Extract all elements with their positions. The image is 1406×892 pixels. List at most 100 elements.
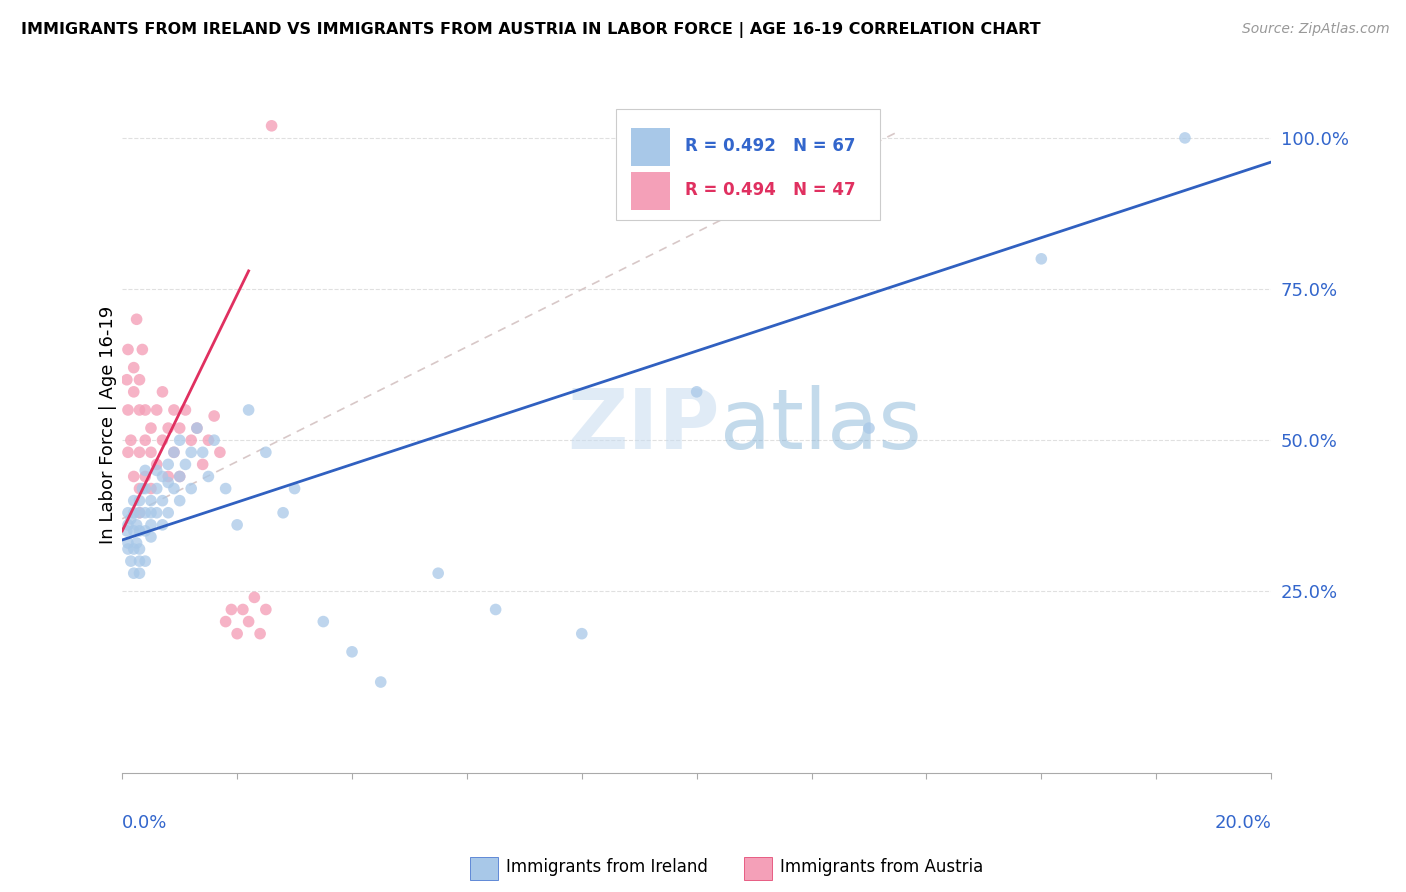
Text: Source: ZipAtlas.com: Source: ZipAtlas.com: [1241, 22, 1389, 37]
Point: [122, 542, 145, 557]
Point: [202, 433, 225, 447]
Point: [128, 403, 150, 417]
Point: [128, 542, 150, 557]
Point: [214, 615, 236, 629]
Point: [191, 445, 214, 459]
Point: [139, 506, 162, 520]
Point: [197, 469, 219, 483]
Point: [157, 458, 180, 472]
Point: [139, 517, 162, 532]
Point: [214, 482, 236, 496]
Point: [238, 615, 260, 629]
Point: [686, 384, 709, 399]
Point: [370, 675, 392, 690]
Point: [226, 626, 249, 640]
Point: [139, 421, 162, 435]
Text: Immigrants from Austria: Immigrants from Austria: [780, 858, 984, 876]
Y-axis label: In Labor Force | Age 16-19: In Labor Force | Age 16-19: [100, 306, 117, 544]
Point: [125, 517, 148, 532]
Point: [208, 445, 231, 459]
Point: [145, 506, 167, 520]
Point: [145, 403, 167, 417]
Point: [134, 469, 156, 483]
Point: [122, 360, 145, 375]
Point: [169, 493, 191, 508]
Point: [128, 506, 150, 520]
Point: [312, 615, 335, 629]
Point: [180, 445, 202, 459]
Point: [157, 421, 180, 435]
Point: [238, 403, 260, 417]
Point: [145, 463, 167, 477]
Point: [122, 469, 145, 483]
Point: [1031, 252, 1053, 266]
Point: [128, 445, 150, 459]
Point: [125, 536, 148, 550]
Point: [145, 482, 167, 496]
Point: [122, 506, 145, 520]
Point: [117, 536, 139, 550]
Point: [117, 403, 139, 417]
Text: R = 0.492   N = 67: R = 0.492 N = 67: [685, 136, 856, 154]
Point: [134, 554, 156, 568]
Point: [128, 524, 150, 538]
Point: [254, 445, 277, 459]
Point: [117, 542, 139, 557]
Point: [186, 421, 208, 435]
Point: [163, 403, 186, 417]
Point: [249, 626, 271, 640]
Point: [128, 554, 150, 568]
Point: [157, 469, 180, 483]
Point: [174, 458, 197, 472]
Point: [202, 409, 225, 423]
Point: [180, 482, 202, 496]
Point: [120, 554, 142, 568]
Point: [152, 384, 174, 399]
Point: [125, 312, 148, 326]
Point: [157, 506, 180, 520]
Point: [152, 433, 174, 447]
Text: 0.0%: 0.0%: [122, 814, 167, 832]
Point: [152, 493, 174, 508]
Point: [221, 602, 243, 616]
Point: [169, 433, 191, 447]
Point: [117, 343, 139, 357]
Point: [169, 469, 191, 483]
Point: [134, 463, 156, 477]
Point: [243, 591, 266, 605]
Text: ZIP: ZIP: [567, 384, 720, 466]
Point: [134, 433, 156, 447]
Point: [145, 458, 167, 472]
Point: [271, 506, 294, 520]
Point: [120, 512, 142, 526]
FancyBboxPatch shape: [616, 109, 880, 220]
Point: [232, 602, 254, 616]
Point: [134, 482, 156, 496]
Point: [260, 119, 283, 133]
Point: [128, 566, 150, 581]
Point: [191, 458, 214, 472]
Point: [115, 524, 138, 538]
Point: [1174, 131, 1197, 145]
Text: R = 0.494   N = 47: R = 0.494 N = 47: [685, 181, 856, 199]
Text: IMMIGRANTS FROM IRELAND VS IMMIGRANTS FROM AUSTRIA IN LABOR FORCE | AGE 16-19 CO: IMMIGRANTS FROM IRELAND VS IMMIGRANTS FR…: [21, 22, 1040, 38]
Text: Immigrants from Ireland: Immigrants from Ireland: [506, 858, 709, 876]
Point: [139, 482, 162, 496]
Point: [284, 482, 307, 496]
Point: [163, 482, 186, 496]
Point: [128, 482, 150, 496]
Point: [226, 517, 249, 532]
FancyBboxPatch shape: [631, 128, 671, 166]
Point: [163, 445, 186, 459]
Point: [115, 373, 138, 387]
Point: [152, 517, 174, 532]
Point: [169, 469, 191, 483]
Point: [139, 445, 162, 459]
Point: [858, 421, 880, 435]
Point: [122, 384, 145, 399]
Point: [197, 433, 219, 447]
Point: [254, 602, 277, 616]
Point: [131, 482, 153, 496]
Point: [122, 566, 145, 581]
Point: [427, 566, 450, 581]
